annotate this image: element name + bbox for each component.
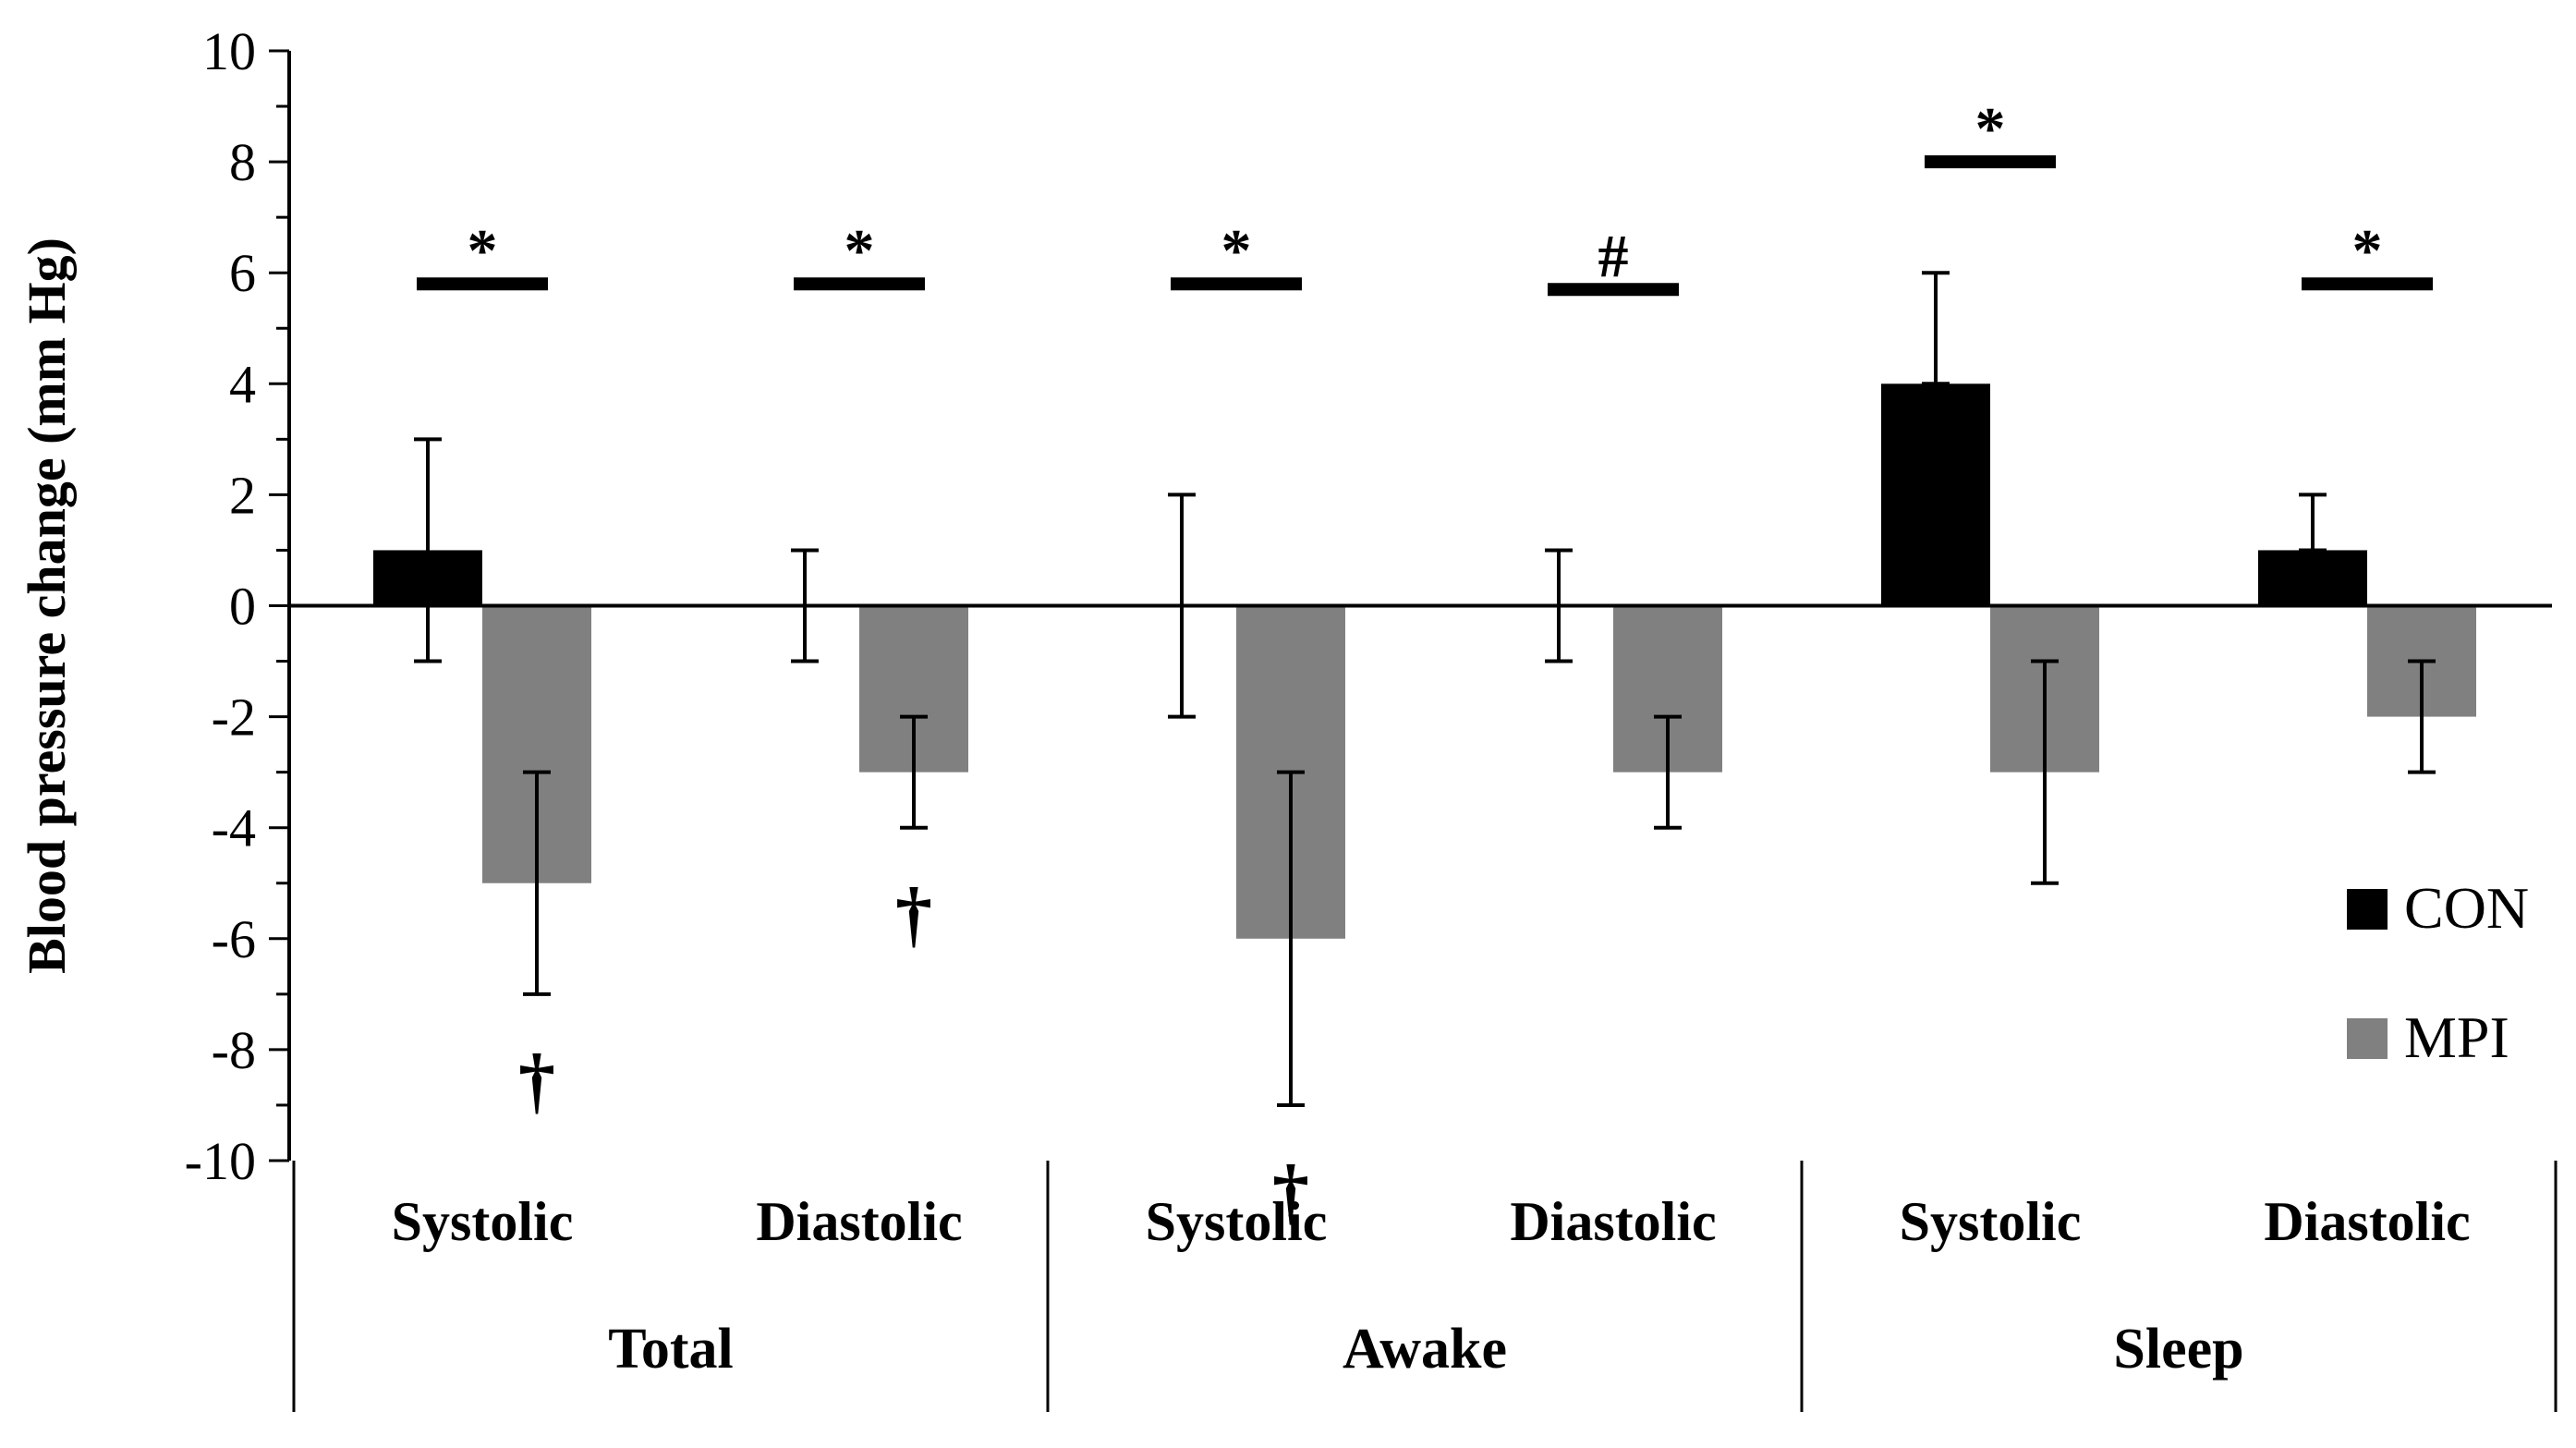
x-category-label: Diastolic	[2264, 1191, 2470, 1252]
y-tick-label: 2	[229, 465, 256, 525]
significance-symbol: *	[468, 217, 498, 285]
significance-symbol: *	[2352, 217, 2383, 285]
x-group-label: Sleep	[2113, 1318, 2243, 1381]
significance-symbol: *	[844, 217, 875, 285]
dagger-symbol: †	[518, 1040, 555, 1122]
legend-label: MPI	[2404, 1004, 2509, 1070]
x-category-label: Diastolic	[1510, 1191, 1716, 1252]
x-group-label: Total	[608, 1318, 734, 1381]
legend-swatch-con	[2347, 889, 2388, 930]
dagger-symbol: †	[895, 874, 932, 955]
y-tick-label: 10	[202, 21, 256, 81]
significance-symbol: #	[1598, 223, 1629, 290]
significance-symbol: *	[1221, 217, 1252, 285]
dagger-symbol: †	[1272, 1151, 1309, 1233]
x-category-label: Systolic	[392, 1191, 574, 1252]
x-group-label: Awake	[1343, 1318, 1507, 1381]
y-tick-label: -4	[212, 798, 256, 858]
y-axis-label: Blood pressure change (mm Hg)	[17, 237, 77, 974]
bar-con	[1881, 383, 1990, 606]
bar-con	[2258, 550, 2367, 606]
y-tick-label: 6	[229, 243, 256, 303]
significance-symbol: *	[1975, 95, 2006, 163]
legend-swatch-mpi	[2347, 1018, 2388, 1059]
y-tick-label: 0	[229, 577, 256, 637]
y-tick-label: -8	[212, 1020, 256, 1080]
x-category-label: Diastolic	[756, 1191, 962, 1252]
y-tick-label: -6	[212, 909, 256, 969]
y-tick-label: 8	[229, 132, 256, 192]
y-tick-label: -10	[185, 1131, 256, 1191]
y-tick-label: 4	[229, 354, 256, 414]
legend-label: CON	[2404, 875, 2529, 941]
x-category-label: Systolic	[1146, 1191, 1328, 1252]
y-tick-label: -2	[212, 687, 256, 748]
x-category-label: Systolic	[1900, 1191, 2082, 1252]
